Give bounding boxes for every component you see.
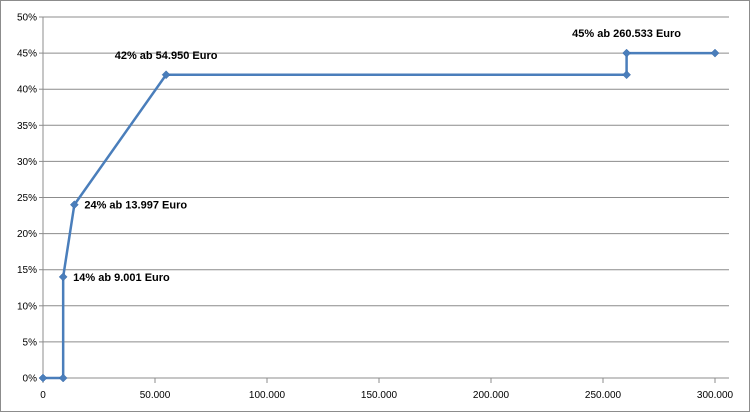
annotation-label: 45% ab 260.533 Euro bbox=[572, 28, 681, 40]
data-point-marker bbox=[58, 272, 68, 282]
x-tick-label: 200.000 bbox=[473, 390, 510, 401]
data-point-marker bbox=[622, 70, 631, 80]
gridlines bbox=[43, 16, 729, 343]
x-tick-label: 150.000 bbox=[361, 390, 398, 401]
series-tax-rate bbox=[38, 48, 720, 383]
y-tick-label: 30% bbox=[17, 157, 37, 168]
data-point-marker bbox=[161, 70, 171, 80]
series-line bbox=[43, 51, 715, 380]
annotation-label: 14% ab 9.001 Euro bbox=[73, 272, 170, 284]
y-tick-label: 5% bbox=[23, 337, 38, 348]
y-tick-label: 35% bbox=[17, 121, 37, 132]
data-annotations: 14% ab 9.001 Euro 24% ab 13.997 Euro 42% a… bbox=[73, 28, 681, 284]
y-tick-label: 15% bbox=[17, 265, 37, 276]
x-tick-label: 300.000 bbox=[697, 390, 734, 401]
x-axis-tick-labels: 0 50.000 100.000 150.000 200.000 250.000 300.0… bbox=[40, 390, 733, 401]
y-tick-label: 10% bbox=[17, 301, 37, 312]
data-point-marker bbox=[69, 200, 79, 210]
x-tick-label: 50.000 bbox=[140, 390, 171, 401]
y-tick-label: 40% bbox=[17, 85, 37, 96]
annotation-label: 24% ab 13.997 Euro bbox=[84, 200, 187, 212]
y-axis-tick-labels: 0% 5% 10% 15% 20% 25% 30% 35% 40% 45% 50% bbox=[17, 13, 37, 385]
y-tick-label: 50% bbox=[17, 13, 37, 24]
y-tick-label: 45% bbox=[17, 49, 37, 60]
y-tick-label: 25% bbox=[17, 193, 37, 204]
annotation-label: 42% ab 54.950 Euro bbox=[115, 50, 218, 62]
y-tick-label: 20% bbox=[17, 229, 37, 240]
y-tick-label: 0% bbox=[23, 374, 38, 385]
data-point-marker bbox=[58, 373, 68, 383]
x-tick-label: 0 bbox=[40, 390, 46, 401]
data-point-marker bbox=[710, 48, 720, 58]
data-point-marker bbox=[622, 48, 631, 58]
axes bbox=[39, 16, 729, 383]
data-point-marker bbox=[38, 373, 48, 383]
x-tick-label: 250.000 bbox=[585, 390, 622, 401]
x-tick-label: 100.000 bbox=[249, 390, 286, 401]
